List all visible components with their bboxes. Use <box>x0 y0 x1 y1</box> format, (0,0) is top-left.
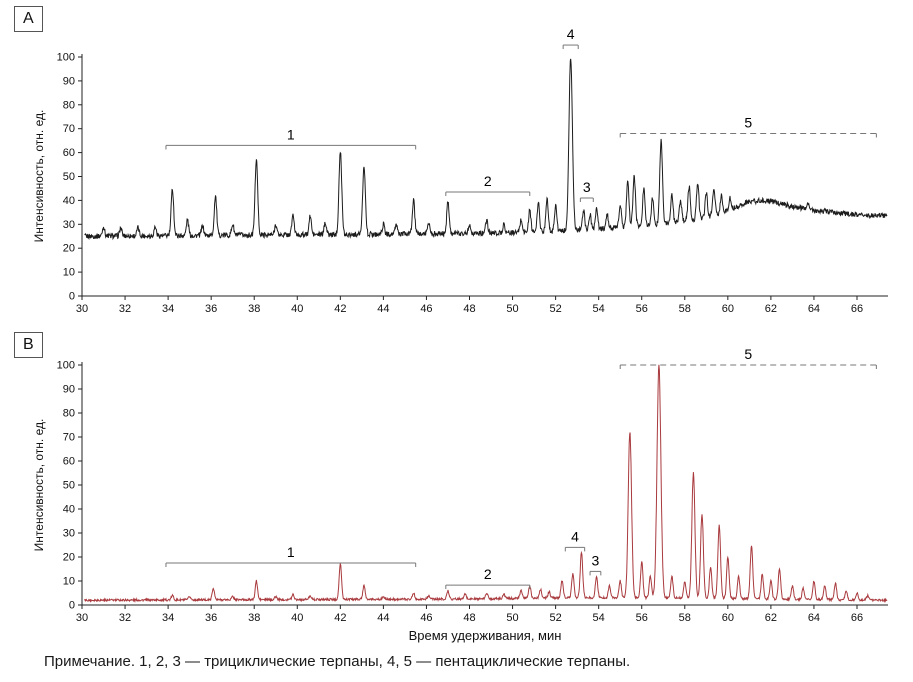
x-tick-label: 60 <box>722 303 734 315</box>
y-tick-label: 40 <box>63 195 75 207</box>
annotation-5: 5 <box>619 114 877 138</box>
y-tick-label: 80 <box>63 408 75 420</box>
panel-a-chart: 30 32 34 36 38 40 42 44 46 48 50 52 54 56 58 60 62 64 6601… <box>57 26 888 316</box>
panel-b-letter: B <box>14 332 43 358</box>
x-tick-label: 32 <box>119 303 131 315</box>
x-tick-label: 40 <box>291 303 303 315</box>
x-tick-label: 42 <box>334 612 346 624</box>
trace-a <box>84 58 888 241</box>
x-tick-label: 64 <box>808 612 820 624</box>
tick-labels: 30 32 34 36 38 40 42 44 46 48 50 52 54 56 58 60 62 64 6601… <box>57 360 863 625</box>
tick-labels: 30 32 34 36 38 40 42 44 46 48 50 52 54 56 58 60 62 64 6601… <box>57 52 863 316</box>
x-tick-label: 44 <box>377 612 389 624</box>
x-axis-title: Время удерживания, мин <box>408 628 562 643</box>
annotation-2: 2 <box>445 566 531 590</box>
x-tick-label: 58 <box>679 303 691 315</box>
x-tick-label: 50 <box>506 303 518 315</box>
y-tick-label: 90 <box>63 384 75 396</box>
y-tick-label: 50 <box>63 171 75 183</box>
figure-caption: Примечание. 1, 2, 3 — трициклические тер… <box>44 653 631 670</box>
y-tick-label: 30 <box>63 219 75 231</box>
x-tick-label: 38 <box>248 612 260 624</box>
x-tick-label: 62 <box>765 612 777 624</box>
y-tick-label: 40 <box>63 504 75 516</box>
x-tick-label: 52 <box>549 612 561 624</box>
y-tick-label: 80 <box>63 99 75 111</box>
annotation-label: 2 <box>484 566 492 582</box>
annotation-4: 4 <box>564 528 586 552</box>
x-tick-label: 62 <box>765 303 777 315</box>
x-tick-label: 64 <box>808 303 820 315</box>
axes <box>78 54 888 300</box>
x-tick-label: 34 <box>162 303 174 315</box>
x-tick-label: 66 <box>851 612 863 624</box>
x-tick-label: 66 <box>851 303 863 315</box>
y-tick-label: 70 <box>63 432 75 444</box>
y-tick-label: 10 <box>63 267 75 279</box>
x-tick-label: 42 <box>334 303 346 315</box>
trace-b <box>84 364 888 603</box>
annotation-label: 5 <box>744 114 752 130</box>
x-tick-label: 48 <box>463 612 475 624</box>
annotation-label: 1 <box>287 544 295 560</box>
x-tick-label: 36 <box>205 303 217 315</box>
x-tick-label: 56 <box>636 303 648 315</box>
x-tick-label: 58 <box>679 612 691 624</box>
x-tick-label: 40 <box>291 612 303 624</box>
x-tick-label: 46 <box>420 303 432 315</box>
annotation-4: 4 <box>562 26 579 50</box>
x-tick-label: 30 <box>76 612 88 624</box>
annotation-3: 3 <box>579 179 594 203</box>
annotation-label: 3 <box>592 552 600 568</box>
y-tick-label: 20 <box>63 243 75 255</box>
x-tick-label: 38 <box>248 303 260 315</box>
x-tick-label: 50 <box>506 612 518 624</box>
x-tick-label: 46 <box>420 612 432 624</box>
x-tick-label: 34 <box>162 612 174 624</box>
x-tick-label: 56 <box>636 612 648 624</box>
annotation-label: 2 <box>484 173 492 189</box>
annotation-label: 1 <box>287 126 295 142</box>
x-tick-label: 32 <box>119 612 131 624</box>
y-tick-label: 50 <box>63 480 75 492</box>
y-tick-label: 100 <box>57 52 75 64</box>
y-tick-label: 30 <box>63 528 75 540</box>
x-tick-label: 30 <box>76 303 88 315</box>
y-tick-label: 60 <box>63 147 75 159</box>
y-tick-label: 100 <box>57 360 75 372</box>
y-tick-label: 20 <box>63 552 75 564</box>
y-tick-label: 90 <box>63 75 75 87</box>
panel-a-letter: A <box>14 6 43 32</box>
annotation-1: 1 <box>165 544 417 567</box>
axes <box>78 362 888 609</box>
annotation-label: 4 <box>571 528 579 544</box>
x-tick-label: 54 <box>593 303 605 315</box>
annotation-5: 5 <box>619 346 877 369</box>
x-tick-label: 36 <box>205 612 217 624</box>
annotation-label: 3 <box>583 179 591 195</box>
y-tick-label: 0 <box>69 291 75 303</box>
annotation-label: 4 <box>567 26 575 42</box>
x-tick-label: 48 <box>463 303 475 315</box>
panel-b-chart: 30 32 34 36 38 40 42 44 46 48 50 52 54 56 58 60 62 64 6601… <box>57 346 888 625</box>
annotation-1: 1 <box>165 126 417 150</box>
y-tick-label: 0 <box>69 600 75 612</box>
x-tick-label: 60 <box>722 612 734 624</box>
y-tick-label: 60 <box>63 456 75 468</box>
annotation-label: 5 <box>744 346 752 362</box>
annotation-2: 2 <box>445 173 531 197</box>
x-tick-label: 44 <box>377 303 389 315</box>
x-tick-label: 54 <box>593 612 605 624</box>
y-tick-label: 10 <box>63 576 75 588</box>
x-tick-label: 52 <box>549 303 561 315</box>
annotation-3: 3 <box>589 552 602 576</box>
y-tick-label: 70 <box>63 123 75 135</box>
